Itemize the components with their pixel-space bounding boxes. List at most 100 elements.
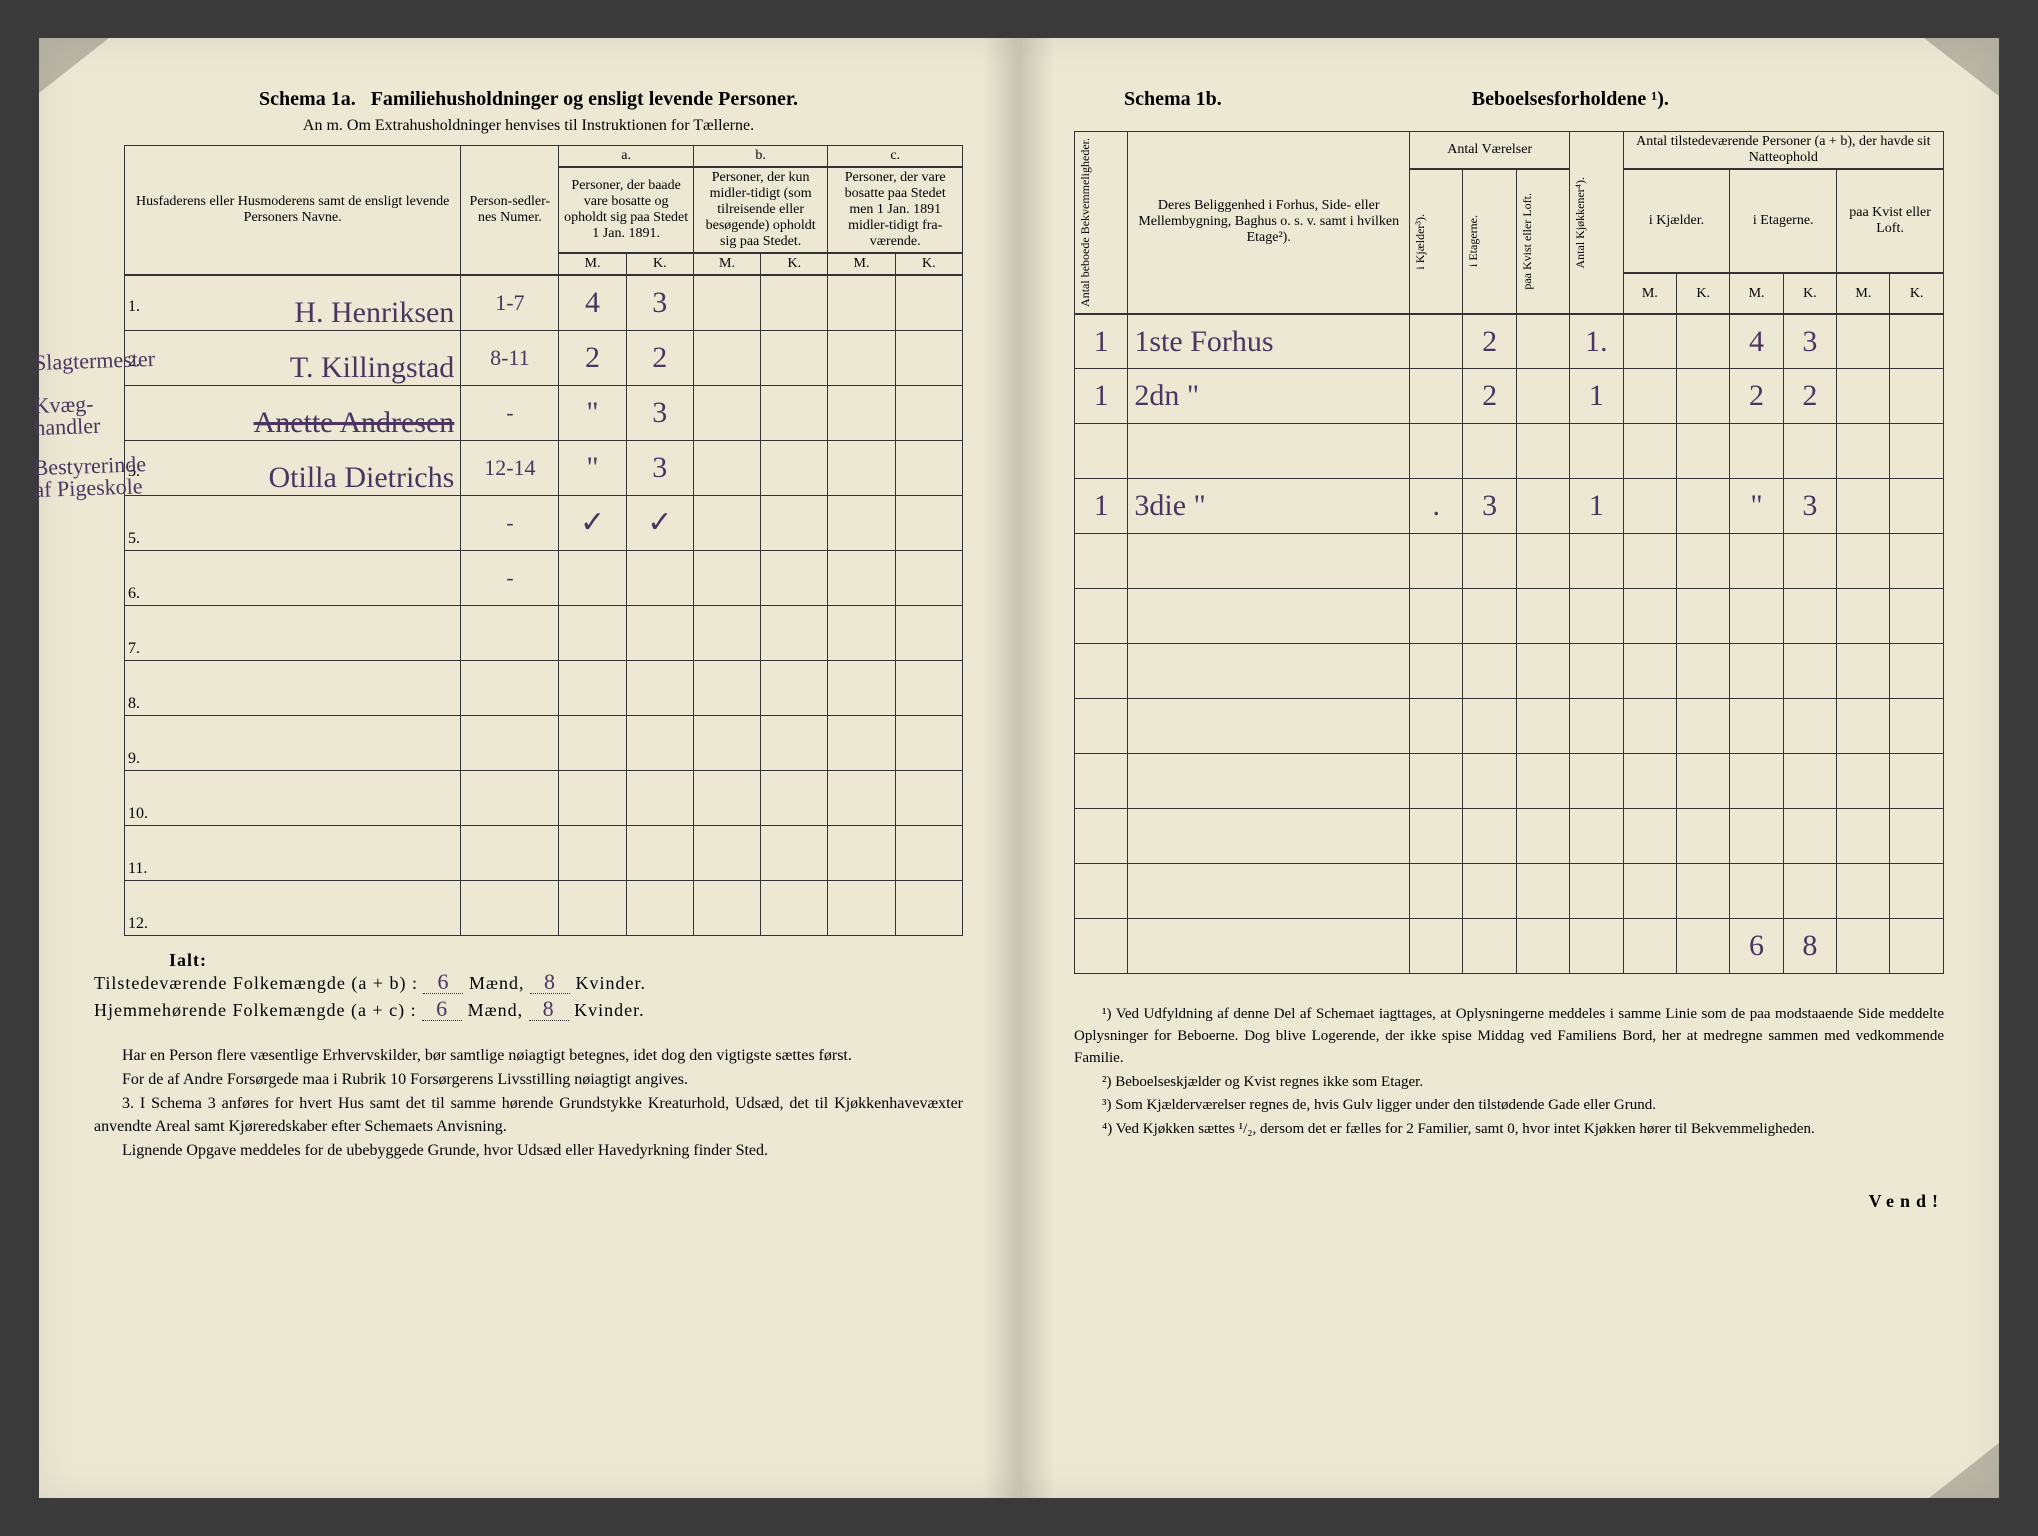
cell-kv [1516,534,1569,589]
cell-kjok [1570,534,1623,589]
cell-aM [559,715,626,770]
cell-et: 3 [1463,479,1516,534]
cell-bK [761,605,828,660]
cell-bM [693,660,760,715]
col-c-k: K. [895,253,962,275]
instruction-paragraph: Har en Person flere væsentlige Erhvervsk… [94,1045,963,1067]
cell-cK [895,330,962,385]
kvinder-label-2: Kvinder. [574,1000,645,1020]
cell-bM [693,275,760,330]
cell-cM [828,440,895,495]
person-numer [461,825,559,880]
cell-et [1463,424,1516,479]
table-row [1075,644,1944,699]
cell-aM: 2 [559,330,626,385]
cell-cM [828,550,895,605]
cell-et [1463,919,1516,974]
cell-aK: ✓ [626,495,693,550]
cell-kv [1516,754,1569,809]
person-numer [461,880,559,935]
cell-bK [761,275,828,330]
cell-aM: ✓ [559,495,626,550]
table-row: 12dn "2122 [1075,369,1944,424]
col-a-label: a. [559,146,694,168]
cell-kj [1410,424,1463,479]
cell-cK [895,880,962,935]
col-c-text: Personer, der vare bosatte paa Stedet me… [828,167,963,253]
cell-ieK [1783,644,1836,699]
col-p-ikjaelder: i Kjælder. [1623,169,1730,273]
table-row: 7. [125,605,963,660]
cell-kjok [1570,589,1623,644]
cell-bM [693,550,760,605]
table-row: 12. [125,880,963,935]
cell-bekv [1075,534,1128,589]
instruction-paragraph: 3. I Schema 3 anføres for hvert Hus samt… [94,1093,963,1138]
cell-belig [1128,809,1410,864]
cell-ikM [1623,864,1676,919]
cell-ieK: 2 [1783,369,1836,424]
schema-label: Schema 1a. [259,88,356,110]
cell-cM [828,330,895,385]
cell-pkM [1837,479,1890,534]
cell-pkK [1890,809,1944,864]
cell-aK: 3 [626,440,693,495]
cell-bM [693,330,760,385]
cell-ikK [1676,699,1729,754]
cell-bM [693,770,760,825]
cell-ikK [1676,754,1729,809]
cell-aM [559,550,626,605]
cell-belig [1128,424,1410,479]
cell-ieM [1730,754,1783,809]
cell-pkK [1890,424,1944,479]
cell-pkK [1890,919,1944,974]
cell-kjok [1570,754,1623,809]
cell-belig: 3die " [1128,479,1410,534]
cell-kjok [1570,424,1623,479]
cell-et [1463,699,1516,754]
col-ik-k: K. [1676,273,1729,314]
col-ie-m: M. [1730,273,1783,314]
cell-ikK [1676,809,1729,864]
cell-kj [1410,809,1463,864]
cell-bK [761,330,828,385]
cell-et: 2 [1463,369,1516,424]
row-num: 2. T. Killingstad [125,330,461,385]
page-fold-tl [39,38,109,93]
table-row: 13die ".31"3 [1075,479,1944,534]
cell-pkK [1890,644,1944,699]
cell-aM: 4 [559,275,626,330]
cell-kjok [1570,919,1623,974]
cell-ieM [1730,424,1783,479]
row-num: 12. [125,880,461,935]
table-row: 5. -✓✓ [125,495,963,550]
cell-pkM [1837,809,1890,864]
kvinder-label: Kvinder. [575,973,646,993]
cell-ikK [1676,644,1729,699]
col-c-m: M. [828,253,895,275]
cell-bK [761,880,828,935]
total-2-m: 6 [422,998,462,1021]
cell-ikK [1676,534,1729,589]
cell-kj [1410,644,1463,699]
cell-kj [1410,699,1463,754]
cell-pkM [1837,644,1890,699]
cell-ieK [1783,809,1836,864]
cell-belig [1128,644,1410,699]
cell-kv [1516,864,1569,919]
cell-kv [1516,644,1569,699]
cell-pkK [1890,479,1944,534]
col-a-m: M. [559,253,626,275]
col-numer: Person-sedler-nes Numer. [461,146,559,276]
col-p-paakvist: paa Kvist eller Loft. [1837,169,1944,273]
cell-cK [895,660,962,715]
cell-ikM [1623,314,1676,369]
cell-bekv: 1 [1075,369,1128,424]
cell-bK [761,715,828,770]
person-numer: - [461,495,559,550]
cell-cM [828,825,895,880]
cell-pkK [1890,699,1944,754]
col-bekv: Antal beboede Bekvemmeligheder. [1075,132,1128,314]
cell-bM [693,605,760,660]
cell-bM [693,880,760,935]
